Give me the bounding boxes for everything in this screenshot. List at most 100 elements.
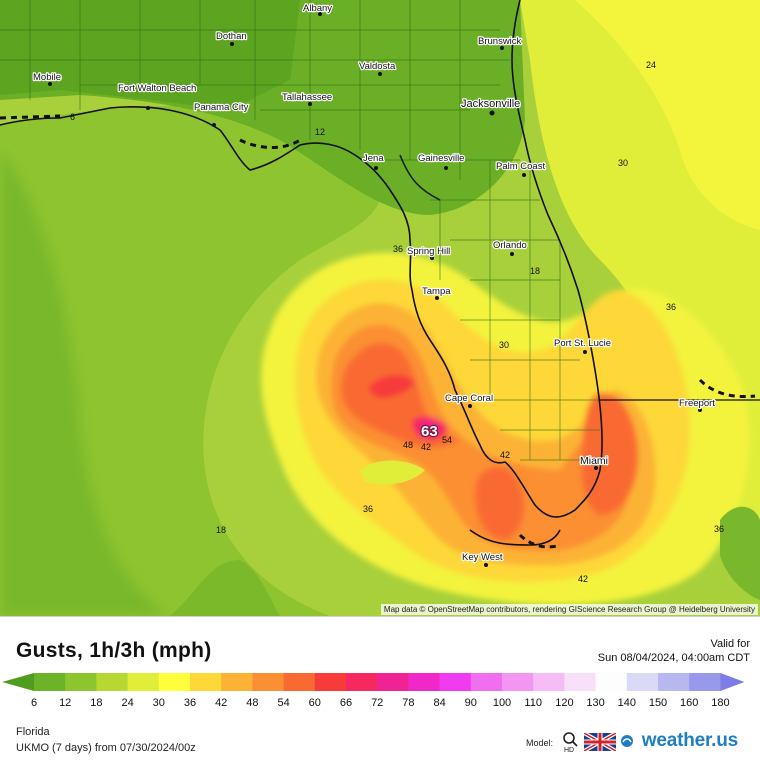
gust-field-12-west xyxy=(0,150,170,616)
gust-value: 42 xyxy=(578,574,588,584)
city-palm-coast: Palm Coast xyxy=(496,161,545,172)
model-label: Model: xyxy=(526,738,554,748)
scale-tick-label: 100 xyxy=(492,697,512,709)
scale-cell xyxy=(158,673,191,691)
gust-value: 18 xyxy=(530,266,540,276)
weather-map[interactable]: Albany Dothan Brunswick Valdosta Mobile … xyxy=(0,0,760,616)
scale-tick-label: 66 xyxy=(339,697,353,709)
gust-field-12-south xyxy=(170,560,280,616)
scale-cell xyxy=(658,673,690,691)
gust-field-30-north xyxy=(575,0,760,230)
city-tallahassee: Tallahassee xyxy=(282,92,332,103)
scale-tick-label: 120 xyxy=(555,697,574,709)
valid-for: Valid for Sun 08/04/2024, 04:00am CDT xyxy=(598,637,750,665)
city-gainesville: Gainesville xyxy=(418,153,464,164)
scale-tick-label: 36 xyxy=(183,697,197,709)
scale-cell xyxy=(96,673,129,691)
scale-ticks: 6 12 18 24 30 36 42 48 54 60 66 72 78 84 90 100 110 120 13… xyxy=(0,697,760,711)
valid-label: Valid for xyxy=(710,638,750,650)
gust-value: 42 xyxy=(500,450,510,460)
scale-cell xyxy=(314,673,347,691)
gust-value: 36 xyxy=(714,524,724,534)
land-gust-field-north xyxy=(0,0,300,110)
coastline xyxy=(0,0,603,546)
scale-cell xyxy=(533,673,565,691)
scale-tick-label: 12 xyxy=(59,697,72,709)
city-spring-hill: Spring Hill xyxy=(407,246,450,257)
scale-tick-label: 60 xyxy=(308,697,321,709)
scale-cell xyxy=(689,673,721,691)
scale-tick-label: 130 xyxy=(586,697,605,709)
dashed-borders xyxy=(0,114,756,549)
map-credit: Map data © OpenStreetMap contributors, r… xyxy=(380,604,758,615)
scale-arrow-low xyxy=(2,673,34,691)
scale-cell xyxy=(470,673,503,691)
bahamas-land xyxy=(720,506,760,600)
city-jena: Jena xyxy=(363,153,384,164)
city-jacksonville: Jacksonville xyxy=(461,98,520,110)
valid-time: Sun 08/04/2024, 04:00am CDT xyxy=(597,652,750,664)
scale-arrow-high xyxy=(720,673,745,691)
scale-tick-label: 160 xyxy=(680,697,699,709)
weather-logo-icon xyxy=(621,735,633,747)
scale-cell xyxy=(221,673,253,691)
city-orlando: Orlando xyxy=(493,240,527,251)
brand-name[interactable]: weather.us xyxy=(641,730,738,751)
gust-value: 42 xyxy=(421,442,431,452)
scale-cell xyxy=(252,673,285,691)
scale-tick-label: 54 xyxy=(277,697,290,709)
city-key-west: Key West xyxy=(462,552,503,563)
gust-value-labels: 6 12 24 30 36 18 30 36 36 30 48 42 54 42… xyxy=(70,60,724,584)
city-cape-coral: Cape Coral xyxy=(445,393,493,404)
scale-tick-label: 78 xyxy=(402,697,415,709)
scale-tick-label: 90 xyxy=(464,697,477,709)
scale-tick-label: 18 xyxy=(90,697,103,709)
scale-tick-label: 84 xyxy=(433,697,446,709)
city-albany: Albany xyxy=(303,3,332,14)
scale-tick-label: 150 xyxy=(648,697,668,709)
scale-cell xyxy=(626,673,659,691)
city-dothan: Dothan xyxy=(216,31,247,42)
scale-cell xyxy=(408,673,441,691)
model-hd-search-icon[interactable]: HD xyxy=(562,731,580,753)
gust-value: 18 xyxy=(216,525,226,535)
gust-value: 36 xyxy=(393,244,403,254)
city-freeport: Freeport xyxy=(679,398,715,409)
scale-tick-label: 48 xyxy=(246,697,259,709)
scale-tick-label: 140 xyxy=(617,697,636,709)
gust-value: 54 xyxy=(442,435,452,445)
city-labels: Albany Dothan Brunswick Valdosta Mobile … xyxy=(32,2,716,567)
city-port-st-lucie: Port St. Lucie xyxy=(554,338,611,349)
city-valdosta: Valdosta xyxy=(359,61,396,72)
gust-value: 30 xyxy=(499,340,509,350)
gust-value: 48 xyxy=(403,440,413,450)
county-lines xyxy=(0,0,600,461)
region-label: Florida xyxy=(16,726,50,738)
scale-tick-label: 110 xyxy=(524,697,542,709)
max-gust-value: 63 xyxy=(421,423,438,440)
color-scale xyxy=(2,673,745,691)
city-miami: Miami xyxy=(580,455,608,467)
city-fort-walton-beach: Fort Walton Beach xyxy=(118,83,196,94)
city-tampa: Tampa xyxy=(422,286,451,297)
gust-value: 30 xyxy=(618,158,628,168)
scale-cell xyxy=(346,673,378,691)
brand-area: Model: HD weather.us xyxy=(506,729,746,755)
scale-cell xyxy=(65,673,97,691)
scale-tick-label: 180 xyxy=(711,697,730,709)
gust-field-36-gap xyxy=(360,460,425,485)
scale-cell xyxy=(127,673,160,691)
city-brunswick: Brunswick xyxy=(478,36,522,47)
scale-cell xyxy=(595,673,628,691)
uk-flag-icon[interactable] xyxy=(584,733,616,751)
scale-cell xyxy=(502,673,534,691)
city-mobile: Mobile xyxy=(33,72,61,83)
scale-cell xyxy=(564,673,597,691)
map-canvas: Albany Dothan Brunswick Valdosta Mobile … xyxy=(0,0,760,616)
city-panama-city: Panama City xyxy=(194,102,249,113)
gust-value: 36 xyxy=(363,504,373,514)
scale-cell xyxy=(283,673,316,691)
legend-panel: Gusts, 1h/3h (mph) Valid for Sun 08/04/2… xyxy=(0,616,760,761)
scale-tick-label: 72 xyxy=(371,697,384,709)
legend-title: Gusts, 1h/3h (mph) xyxy=(16,639,212,662)
